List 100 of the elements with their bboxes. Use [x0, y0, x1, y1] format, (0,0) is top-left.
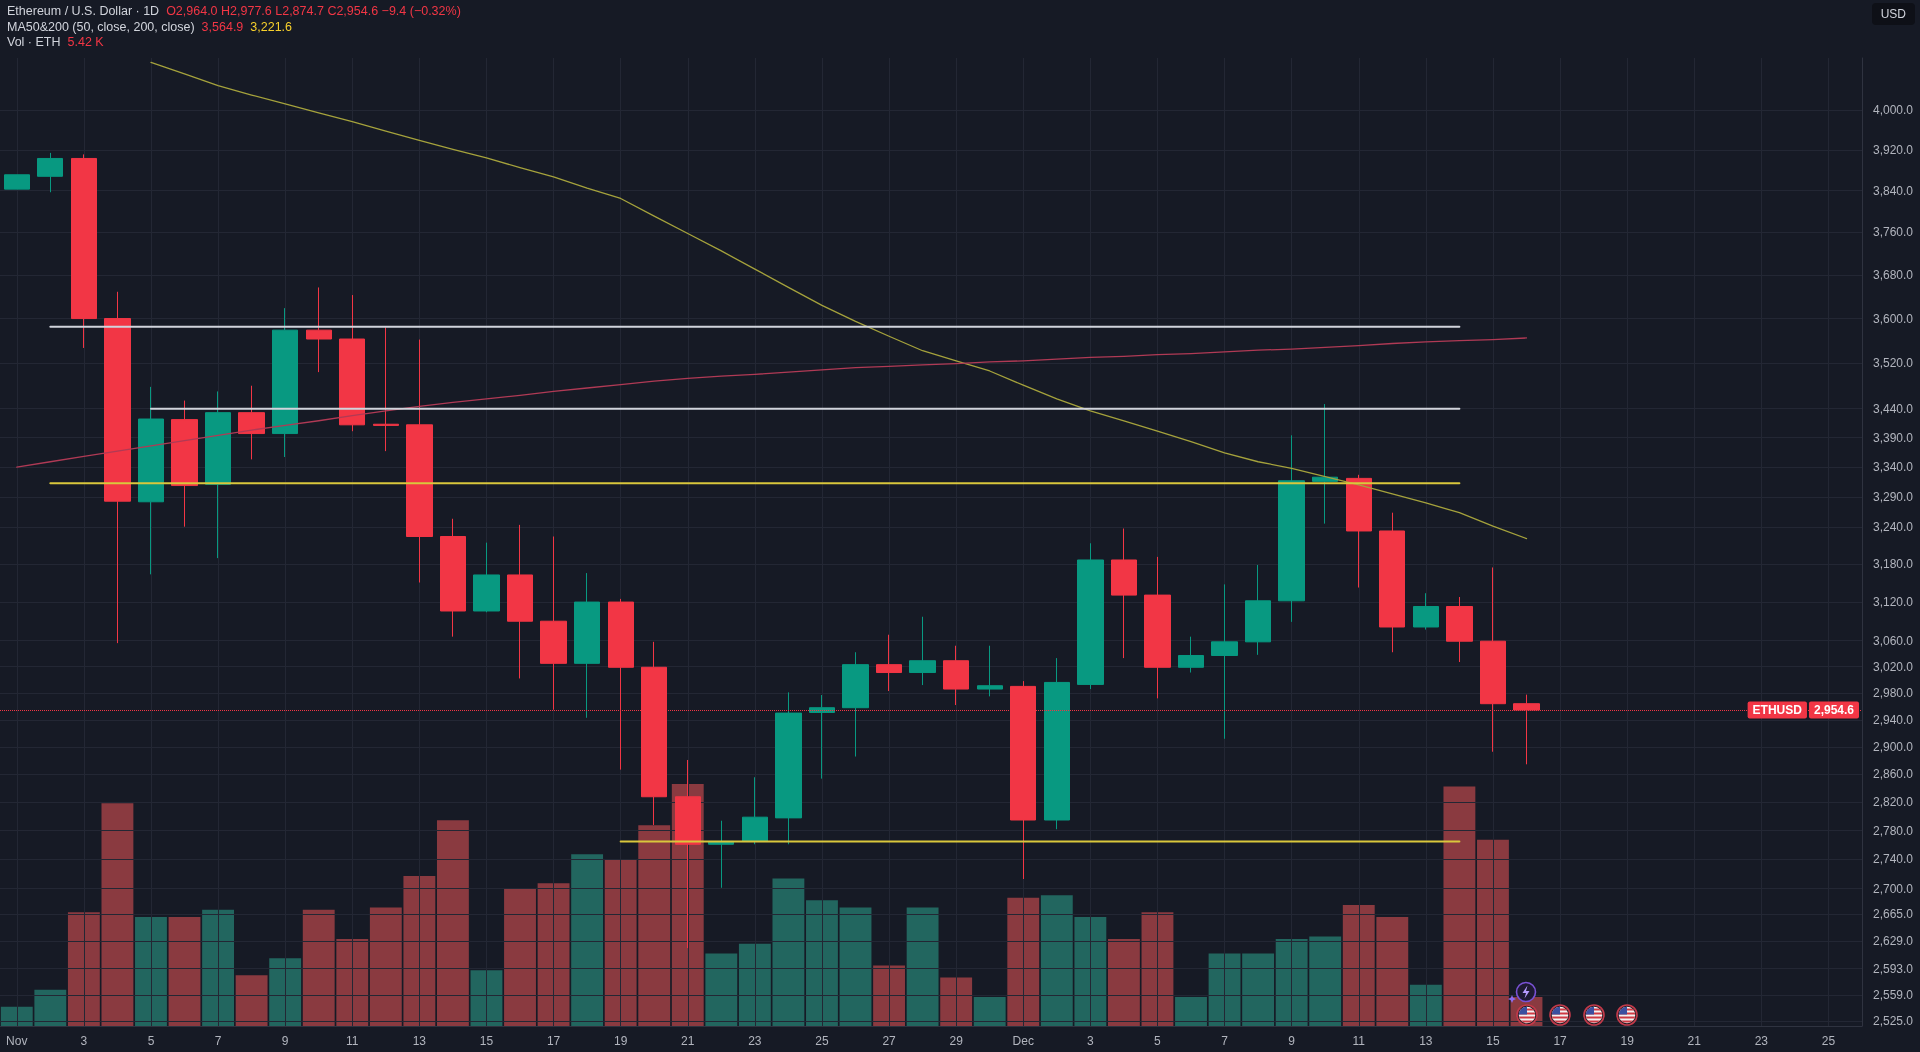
bar — [806, 900, 838, 1026]
y-tick-label: 3,600.0 — [1873, 311, 1914, 326]
candlestick — [809, 694, 835, 780]
candlestick — [4, 174, 30, 190]
bar — [504, 888, 536, 1026]
candlestick — [138, 386, 164, 575]
x-tick-label: 13 — [412, 1034, 427, 1048]
y-tick-label: 3,440.0 — [1873, 401, 1914, 416]
x-tick-label: 27 — [882, 1034, 897, 1048]
y-tick-label: 3,240.0 — [1873, 520, 1914, 535]
candlestick — [977, 645, 1003, 697]
text: USD — [1871, 3, 1915, 25]
bar — [470, 970, 503, 1026]
bar — [269, 958, 302, 1026]
x-tick-label: 21 — [1687, 1034, 1702, 1048]
y-tick-label: 3,060.0 — [1873, 633, 1914, 648]
y-tick-label: 3,390.0 — [1873, 430, 1914, 445]
bar — [1208, 953, 1241, 1026]
y-tick-label: 3,180.0 — [1873, 557, 1914, 572]
y-tick-label: 2,740.0 — [1873, 852, 1914, 867]
y-tick-label: 2,629.0 — [1873, 934, 1914, 949]
candlestick — [742, 776, 768, 845]
x-tick-label: 29 — [949, 1034, 964, 1048]
y-tick-label: 2,900.0 — [1873, 739, 1914, 754]
candlestick — [1245, 564, 1271, 656]
x-tick-label: 25 — [1821, 1034, 1836, 1048]
candlestick — [272, 307, 298, 458]
x-tick-label: 11 — [346, 1034, 359, 1048]
y-tick-label: 3,340.0 — [1873, 460, 1914, 475]
x-tick-label: 19 — [613, 1034, 628, 1048]
y-tick-label: 3,120.0 — [1873, 595, 1914, 610]
candlestick — [1211, 583, 1238, 740]
candlestick — [104, 291, 131, 644]
bar — [1141, 912, 1174, 1026]
x-tick-label: Dec — [1012, 1034, 1034, 1048]
bar — [1242, 953, 1275, 1026]
x-tick-label: 23 — [1754, 1034, 1769, 1048]
candlestick — [775, 691, 802, 845]
candlestick — [306, 286, 332, 373]
candlestick — [909, 616, 936, 686]
text: MA50&200 (50, close, 200, close) — [7, 19, 195, 34]
candlestick — [1077, 542, 1104, 690]
y-tick-label: 3,020.0 — [1873, 659, 1914, 674]
x-tick-label: 7 — [1221, 1034, 1229, 1048]
x-tick-label: 15 — [1486, 1034, 1500, 1048]
candlestick — [540, 536, 567, 711]
bar — [1409, 984, 1442, 1026]
x-tick-label: 25 — [815, 1034, 829, 1048]
bar — [168, 917, 201, 1026]
candlestick — [406, 339, 433, 583]
y-tick-label: 2,665.0 — [1873, 907, 1914, 922]
x-tick-label: Nov — [6, 1034, 28, 1048]
x-tick-label: 21 — [681, 1034, 695, 1048]
bar — [1007, 897, 1040, 1026]
candlestick — [1178, 636, 1204, 674]
candlestick — [205, 390, 231, 559]
candlestick — [876, 634, 902, 692]
candlestick — [373, 326, 399, 452]
bar — [1175, 996, 1207, 1026]
y-tick-label: 3,920.0 — [1873, 142, 1914, 157]
candlestick — [1111, 528, 1137, 659]
y-tick-label: 2,780.0 — [1873, 823, 1914, 838]
candlestick — [574, 572, 600, 719]
bar — [235, 975, 268, 1026]
y-tick-label: 2,860.0 — [1873, 767, 1914, 782]
bar — [873, 965, 905, 1026]
candlestick — [842, 651, 869, 758]
text: 3,221.6 — [250, 19, 293, 34]
y-tick-label: 2,525.0 — [1873, 1014, 1914, 1029]
line-series — [16, 337, 1528, 468]
y-tick-label: 2,593.0 — [1873, 961, 1914, 976]
bar — [202, 909, 235, 1026]
candlestick — [238, 385, 265, 460]
x-tick-label: 11 — [1352, 1034, 1366, 1048]
x-tick-label: 3 — [80, 1034, 88, 1048]
candlestick — [440, 518, 466, 638]
y-tick-label: 3,290.0 — [1873, 489, 1914, 504]
bar — [571, 854, 604, 1026]
x-tick-label: 13 — [1419, 1034, 1433, 1048]
candlestick — [339, 294, 365, 432]
text: 5.42 K — [67, 35, 104, 49]
candlestick — [1346, 474, 1372, 589]
bar — [537, 883, 570, 1026]
candlestick — [1312, 403, 1338, 525]
bar — [436, 820, 469, 1026]
x-tick-label: 17 — [546, 1034, 561, 1048]
candlestick — [71, 153, 97, 349]
y-tick-label: 3,680.0 — [1873, 268, 1914, 283]
text: 3,564.9 — [201, 19, 244, 34]
candlestick — [507, 524, 533, 679]
x-tick-label: 3 — [1087, 1034, 1095, 1048]
y-tick-label: 3,520.0 — [1873, 356, 1914, 371]
x-tick-label: 9 — [1288, 1034, 1296, 1048]
chart-title: Ethereum / U.S. Dollar · 1D — [7, 4, 160, 18]
candlestick — [1278, 434, 1305, 623]
candlestick — [37, 152, 63, 193]
bar — [705, 953, 738, 1026]
candlestick — [1044, 657, 1070, 830]
y-tick-label: 3,760.0 — [1873, 225, 1914, 240]
y-tick-label: 2,559.0 — [1873, 987, 1914, 1002]
